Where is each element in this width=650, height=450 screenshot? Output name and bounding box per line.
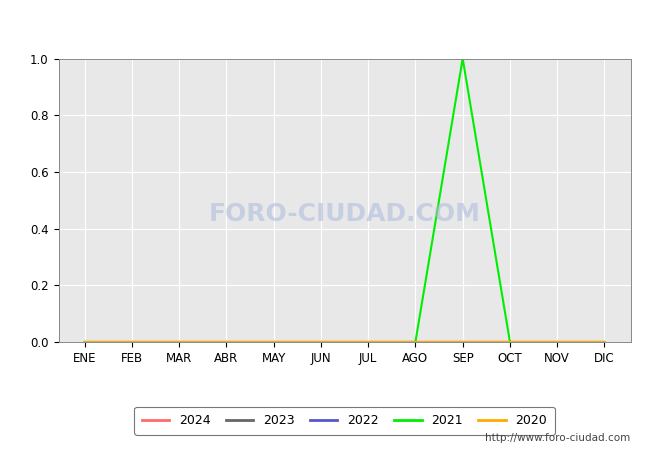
Text: Matriculaciones de Vehiculos en Fresno de Caracena: Matriculaciones de Vehiculos en Fresno d… (107, 16, 543, 34)
Text: http://www.foro-ciudad.com: http://www.foro-ciudad.com (486, 433, 630, 443)
Legend: 2024, 2023, 2022, 2021, 2020: 2024, 2023, 2022, 2021, 2020 (134, 407, 555, 435)
Text: FORO-CIUDAD.COM: FORO-CIUDAD.COM (209, 202, 480, 226)
